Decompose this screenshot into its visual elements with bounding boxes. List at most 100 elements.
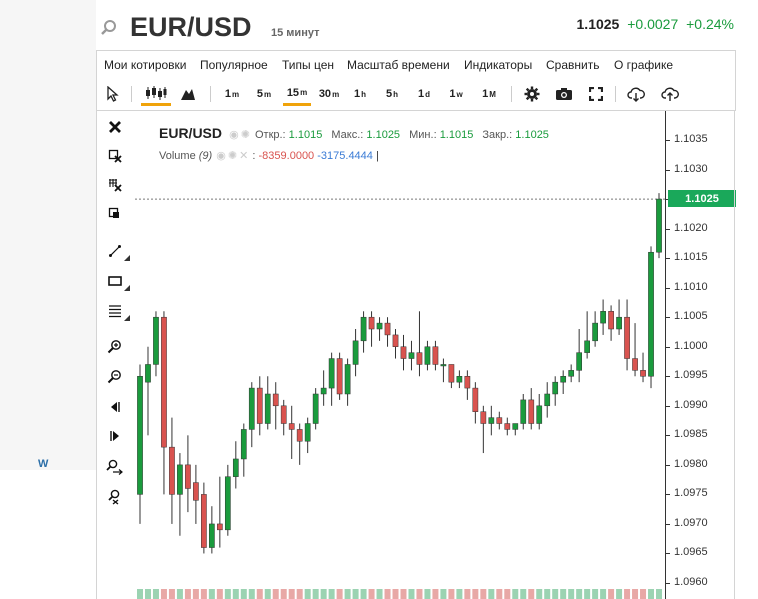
candle[interactable] (352, 329, 359, 377)
candle[interactable] (600, 299, 606, 335)
candle[interactable] (592, 311, 598, 347)
candle[interactable] (656, 193, 662, 259)
candle[interactable] (296, 423, 303, 465)
candle[interactable] (632, 323, 638, 377)
candle[interactable] (336, 352, 343, 400)
candle[interactable] (544, 382, 551, 418)
candle[interactable] (624, 299, 630, 371)
candle[interactable] (392, 329, 399, 359)
candle[interactable] (576, 329, 583, 383)
scroll-right-icon[interactable] (104, 426, 126, 446)
candle[interactable] (432, 340, 439, 371)
candle[interactable] (568, 364, 575, 383)
candle[interactable] (416, 311, 423, 377)
candle[interactable] (161, 311, 167, 495)
symbol-title[interactable]: EUR/USD (130, 12, 252, 42)
candle[interactable] (560, 370, 567, 394)
menu-my-quotes[interactable]: Мои котировки (104, 58, 187, 72)
menu-indicators[interactable]: Индикаторы (464, 58, 533, 72)
cursor-icon[interactable] (103, 82, 123, 106)
remove-drawing-icon[interactable] (104, 146, 126, 166)
candle[interactable] (528, 388, 535, 430)
price-axis[interactable]: 1.1035 1.1030 1.1025 1.1020 1.1015 1.1010 1.10… (665, 111, 736, 599)
crosshair-reset-icon[interactable] (104, 487, 126, 507)
eye-icon[interactable]: ◉ (229, 129, 239, 141)
candle[interactable] (584, 311, 590, 359)
candle[interactable] (648, 246, 654, 389)
candle[interactable] (408, 340, 415, 371)
remove-all-drawings-icon[interactable] (104, 175, 126, 195)
candle[interactable] (185, 435, 191, 513)
candle[interactable] (424, 340, 431, 371)
zoom-out-icon[interactable] (104, 367, 126, 387)
menu-time-scale[interactable]: Масштаб времени (347, 58, 450, 72)
copy-icon[interactable] (104, 204, 126, 224)
candle[interactable] (193, 464, 199, 524)
candle[interactable] (464, 370, 471, 400)
candle[interactable] (264, 376, 271, 430)
candle[interactable] (384, 317, 391, 347)
candle[interactable] (496, 411, 503, 430)
menu-price-types[interactable]: Типы цен (282, 58, 335, 72)
candle[interactable] (137, 364, 143, 524)
upload-icon[interactable] (659, 82, 681, 106)
candle[interactable] (280, 399, 287, 436)
candle[interactable] (536, 393, 543, 430)
price-chart-area[interactable]: EUR/USD ◉ ✺ Откр.: 1.1015 Макс.: 1.1025 М… (135, 111, 665, 599)
candle[interactable] (616, 299, 622, 335)
candle[interactable] (640, 352, 646, 383)
settings-small-icon[interactable]: ✺ (240, 129, 250, 141)
close-icon[interactable] (104, 117, 126, 137)
candle[interactable] (472, 382, 479, 424)
gear-icon[interactable] (521, 82, 543, 106)
camera-icon[interactable] (553, 82, 575, 106)
candle[interactable] (488, 405, 495, 436)
candle[interactable] (360, 311, 367, 353)
search-icon[interactable] (100, 19, 118, 37)
area-type-icon[interactable] (177, 82, 199, 106)
candle[interactable] (480, 405, 487, 454)
candle[interactable] (312, 388, 319, 430)
candle[interactable] (440, 358, 447, 383)
candle[interactable] (145, 346, 151, 436)
eye-icon[interactable]: ◉ (216, 150, 226, 162)
candle[interactable] (552, 376, 559, 406)
fullscreen-icon[interactable] (585, 82, 607, 106)
candlestick-type-icon[interactable] (141, 82, 171, 106)
candle[interactable] (344, 358, 351, 406)
download-icon[interactable] (625, 82, 647, 106)
menu-compare[interactable]: Сравнить (546, 58, 600, 72)
menu-popular[interactable]: Популярное (200, 58, 268, 72)
candle[interactable] (232, 441, 239, 489)
rectangle-icon[interactable] (104, 271, 130, 291)
trendline-icon[interactable] (104, 241, 130, 261)
candle[interactable] (209, 506, 215, 554)
candle[interactable] (376, 317, 383, 341)
fib-lines-icon[interactable] (104, 301, 130, 321)
candle[interactable] (256, 376, 263, 436)
candle[interactable] (328, 352, 335, 406)
candle[interactable] (512, 423, 519, 436)
timeframe-15m[interactable]: 15 m (283, 82, 311, 106)
candle[interactable] (608, 305, 614, 341)
candle[interactable] (448, 364, 455, 389)
candle[interactable] (240, 423, 247, 477)
scroll-left-icon[interactable] (104, 397, 126, 417)
candle[interactable] (520, 393, 527, 430)
candlestick-chart[interactable] (135, 111, 665, 599)
candle[interactable] (504, 417, 511, 436)
candle[interactable] (169, 417, 175, 524)
candle[interactable] (304, 417, 311, 454)
candle[interactable] (201, 482, 207, 554)
candle[interactable] (216, 476, 223, 548)
menu-about-chart[interactable]: О графике (614, 58, 674, 72)
candle[interactable] (320, 370, 327, 406)
candle[interactable] (224, 464, 231, 536)
